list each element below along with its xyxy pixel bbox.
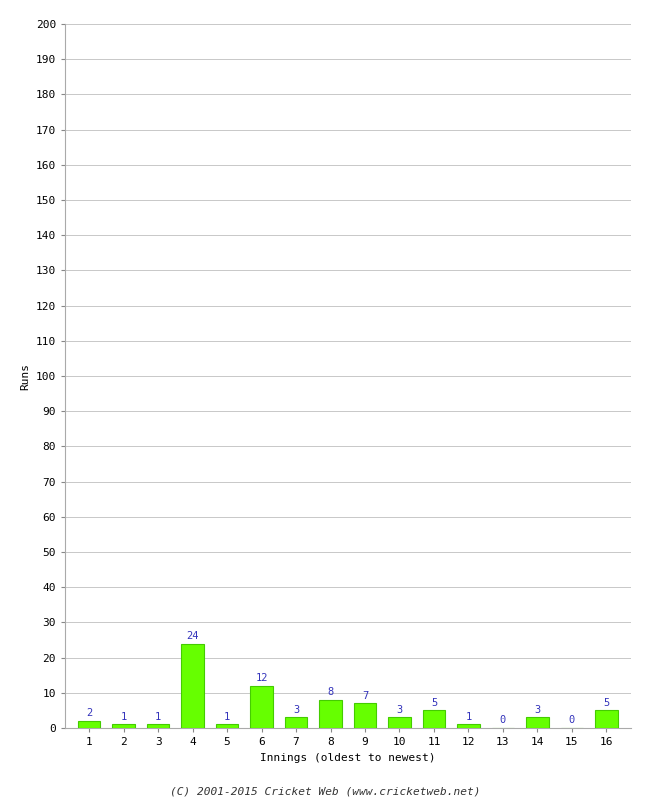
- Bar: [388, 718, 411, 728]
- Text: 12: 12: [255, 673, 268, 683]
- Text: 2: 2: [86, 708, 92, 718]
- Bar: [526, 718, 549, 728]
- Bar: [112, 725, 135, 728]
- Bar: [457, 725, 480, 728]
- Text: (C) 2001-2015 Cricket Web (www.cricketweb.net): (C) 2001-2015 Cricket Web (www.cricketwe…: [170, 786, 480, 796]
- Text: 8: 8: [328, 687, 333, 697]
- Text: 0: 0: [569, 715, 575, 725]
- Bar: [285, 718, 307, 728]
- Bar: [181, 643, 204, 728]
- Bar: [422, 710, 445, 728]
- Text: 3: 3: [293, 705, 299, 714]
- Text: 7: 7: [362, 690, 368, 701]
- Text: 5: 5: [603, 698, 610, 707]
- Text: 0: 0: [500, 715, 506, 725]
- Text: 3: 3: [396, 705, 402, 714]
- Bar: [319, 700, 342, 728]
- Y-axis label: Runs: Runs: [20, 362, 30, 390]
- Bar: [147, 725, 169, 728]
- Bar: [595, 710, 617, 728]
- Text: 1: 1: [155, 712, 161, 722]
- Bar: [78, 721, 100, 728]
- X-axis label: Innings (oldest to newest): Innings (oldest to newest): [260, 753, 436, 762]
- Text: 3: 3: [534, 705, 541, 714]
- Text: 5: 5: [431, 698, 437, 707]
- Bar: [354, 703, 376, 728]
- Text: 1: 1: [224, 712, 230, 722]
- Text: 1: 1: [465, 712, 471, 722]
- Bar: [216, 725, 239, 728]
- Bar: [250, 686, 273, 728]
- Text: 24: 24: [187, 630, 199, 641]
- Text: 1: 1: [120, 712, 127, 722]
